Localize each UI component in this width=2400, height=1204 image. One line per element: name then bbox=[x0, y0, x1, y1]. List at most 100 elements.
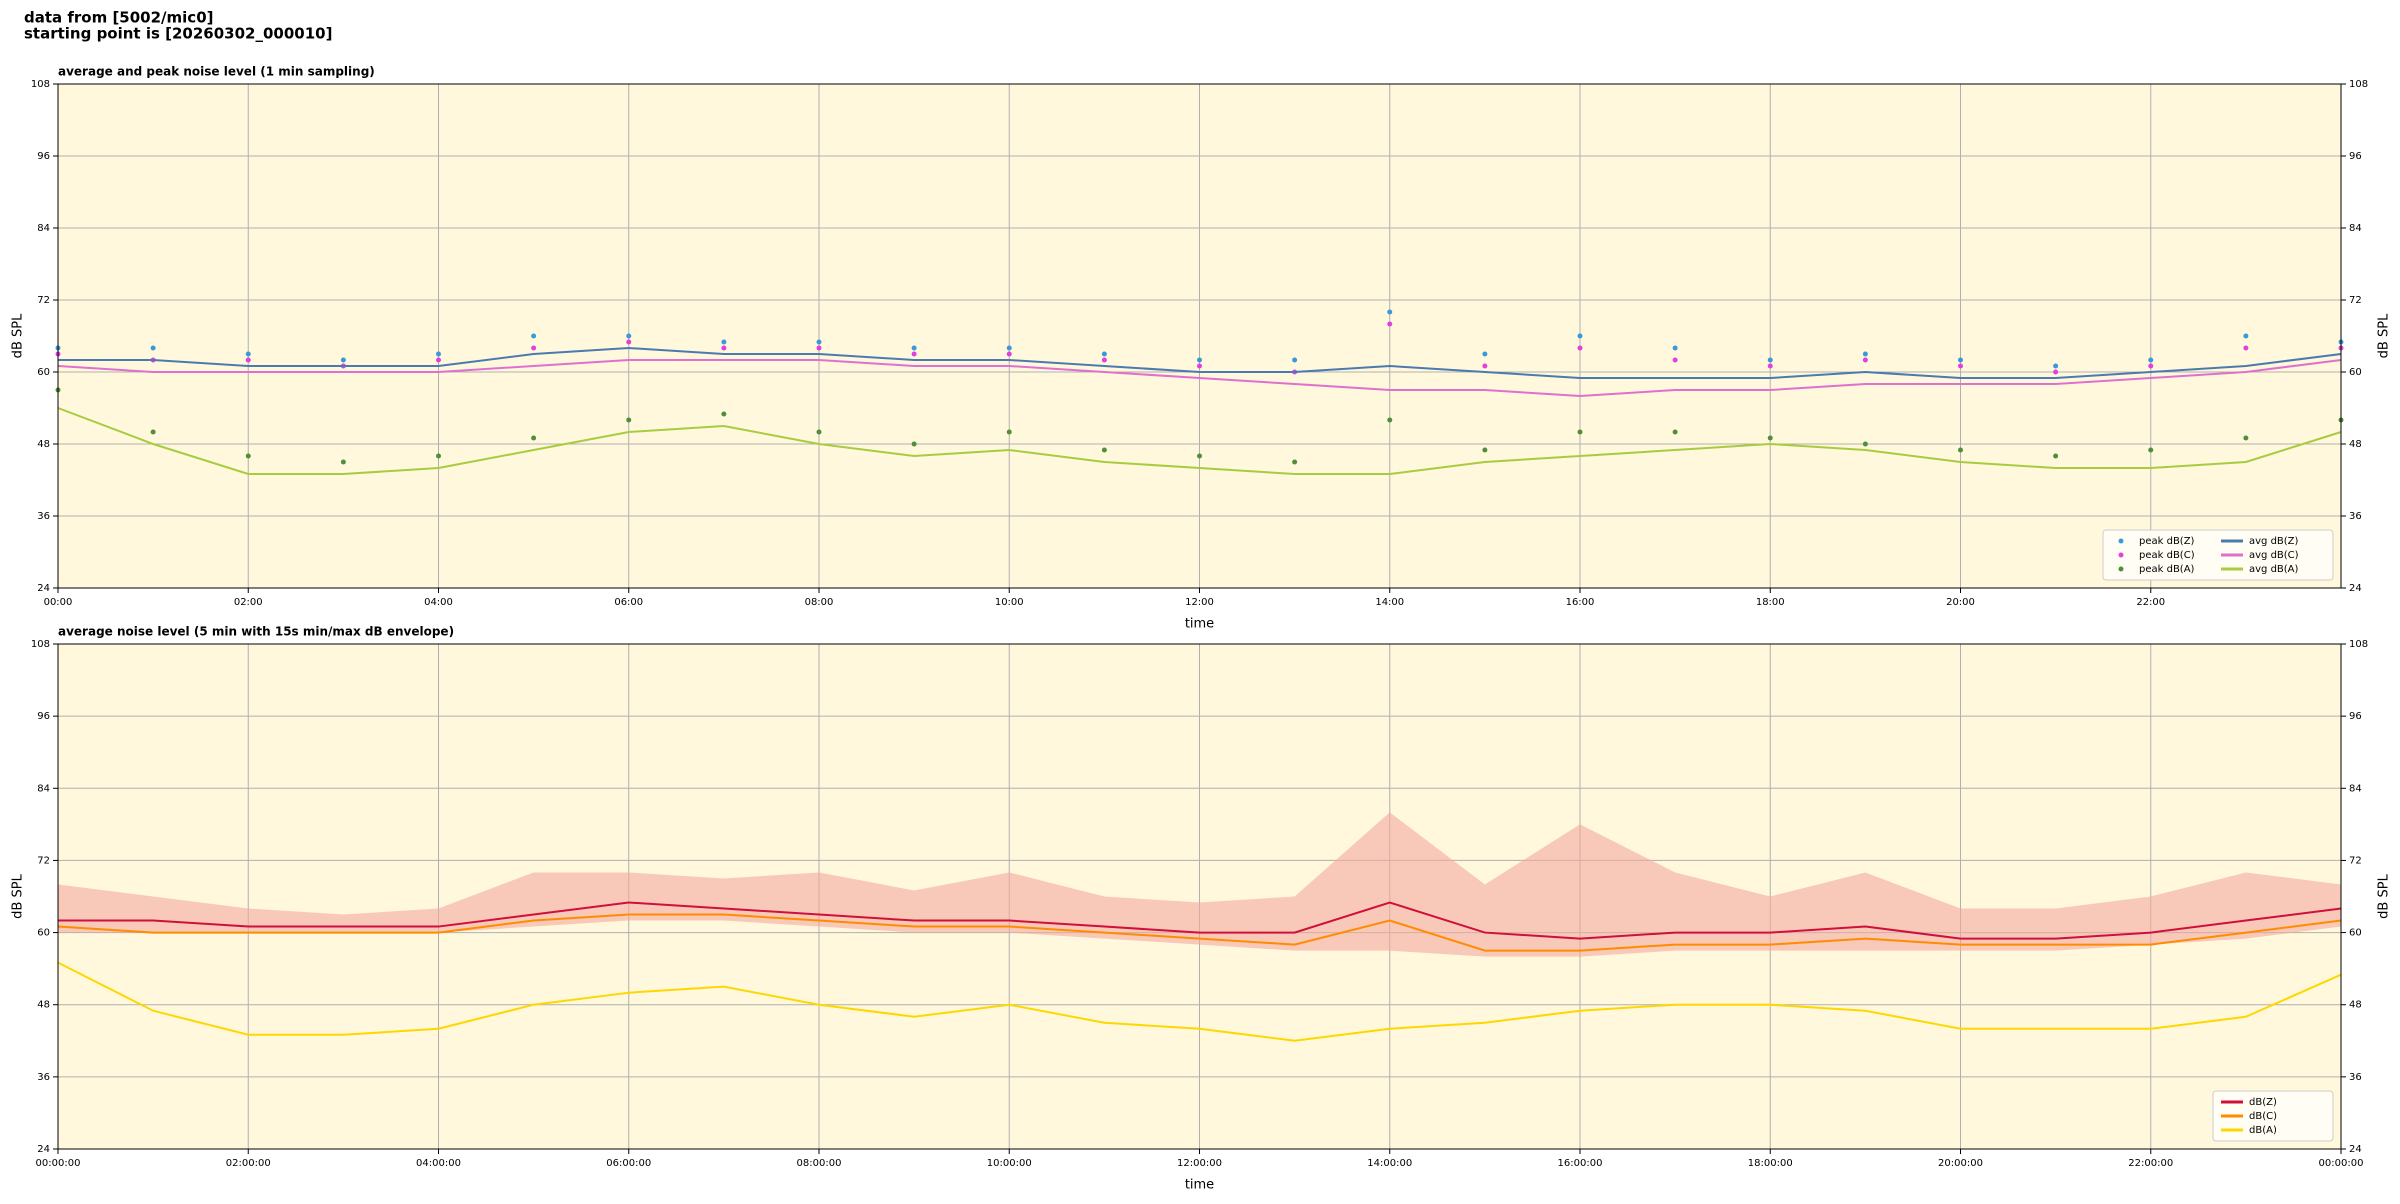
peak-point bbox=[1672, 429, 1678, 435]
peak-point bbox=[1577, 429, 1583, 435]
peak-point bbox=[245, 357, 251, 363]
legend-label: dB(A) bbox=[2249, 1125, 2277, 1136]
x-axis-label: time bbox=[1185, 617, 1214, 632]
x-tick-label: 04:00 bbox=[424, 597, 453, 608]
peak-point bbox=[436, 351, 441, 357]
peak-point bbox=[340, 357, 346, 363]
legend-label: avg dB(Z) bbox=[2249, 536, 2299, 547]
peak-point bbox=[1672, 357, 1678, 363]
x-tick-label: 06:00:00 bbox=[606, 1158, 651, 1169]
peak-point bbox=[1767, 357, 1773, 363]
series-line bbox=[57, 359, 2342, 398]
x-tick-label: 16:00:00 bbox=[1558, 1158, 1603, 1169]
peak-point bbox=[816, 339, 822, 345]
x-tick-label: 08:00 bbox=[805, 597, 834, 608]
peak-point bbox=[1292, 459, 1298, 465]
peak-point bbox=[1101, 447, 1107, 453]
x-tick-label: 20:00:00 bbox=[1938, 1158, 1983, 1169]
peak-point bbox=[2053, 453, 2059, 459]
x-tick-label: 10:00 bbox=[995, 597, 1024, 608]
peak-point bbox=[245, 351, 251, 357]
y-tick-label: 60 bbox=[2349, 367, 2362, 378]
x-tick-label: 00:00 bbox=[44, 597, 73, 608]
x-tick-label: 10:00:00 bbox=[987, 1158, 1032, 1169]
peak-point bbox=[531, 333, 537, 339]
y-tick-label: 96 bbox=[37, 151, 50, 162]
x-tick-label: 02:00:00 bbox=[226, 1158, 271, 1169]
y-tick-label: 96 bbox=[2349, 151, 2362, 162]
y-tick-label: 108 bbox=[31, 79, 50, 90]
peak-point bbox=[626, 417, 632, 423]
peak-point bbox=[1101, 351, 1107, 357]
peak-point bbox=[1958, 363, 1963, 369]
x-tick-label: 12:00:00 bbox=[1177, 1158, 1222, 1169]
peak-point bbox=[1767, 435, 1773, 441]
peak-point bbox=[2148, 447, 2154, 453]
x-tick-label: 12:00 bbox=[1185, 597, 1214, 608]
peak-point bbox=[911, 441, 917, 447]
peak-point bbox=[2148, 363, 2154, 369]
y-tick-label: 60 bbox=[2349, 928, 2362, 939]
y-tick-label: 48 bbox=[2349, 439, 2362, 450]
series-line bbox=[57, 407, 2342, 475]
peak-point bbox=[1387, 321, 1393, 327]
y-tick-label: 48 bbox=[37, 439, 50, 450]
y-tick-label: 84 bbox=[37, 783, 50, 794]
peak-point bbox=[911, 351, 917, 357]
plot-frame bbox=[57, 643, 2342, 1150]
y-tick-label: 60 bbox=[37, 367, 50, 378]
peak-point bbox=[2243, 345, 2249, 351]
legend-marker bbox=[2118, 552, 2124, 558]
y-axis-label: dB SPL bbox=[11, 313, 26, 358]
y-tick-label: 72 bbox=[37, 855, 50, 866]
peak-point bbox=[1292, 357, 1298, 363]
peak-point bbox=[1387, 417, 1393, 423]
peak-point bbox=[2148, 357, 2154, 363]
peak-point bbox=[1958, 357, 1963, 363]
peak-point bbox=[2243, 333, 2249, 339]
peak-point bbox=[816, 345, 822, 351]
peak-point bbox=[1767, 363, 1773, 369]
chart-title: average noise level (5 min with 15s min/… bbox=[58, 625, 454, 639]
plot-frame bbox=[57, 83, 2342, 589]
peak-point bbox=[436, 357, 441, 363]
y-tick-label: 48 bbox=[37, 1000, 50, 1011]
y-tick-label: 72 bbox=[2349, 855, 2362, 866]
legend-label: dB(Z) bbox=[2249, 1097, 2277, 1108]
series-line bbox=[57, 961, 2342, 1042]
legend-label: avg dB(C) bbox=[2249, 550, 2299, 561]
y-tick-label: 84 bbox=[2349, 783, 2362, 794]
legend-marker bbox=[2118, 538, 2124, 544]
peak-point bbox=[150, 345, 156, 351]
peak-point bbox=[150, 429, 156, 435]
peak-point bbox=[1197, 363, 1202, 369]
peak-point bbox=[1577, 345, 1583, 351]
peak-point bbox=[911, 345, 917, 351]
peak-point bbox=[1482, 351, 1488, 357]
x-tick-label: 16:00 bbox=[1566, 597, 1595, 608]
peak-point bbox=[436, 453, 441, 459]
y-tick-label: 108 bbox=[31, 639, 50, 650]
peak-point bbox=[1862, 441, 1868, 447]
x-tick-label: 00:00:00 bbox=[2319, 1158, 2364, 1169]
peak-point bbox=[721, 411, 727, 417]
peak-point bbox=[1958, 447, 1963, 453]
peak-point bbox=[2243, 435, 2249, 441]
x-tick-label: 14:00 bbox=[1375, 597, 1404, 608]
series-line bbox=[58, 901, 2342, 940]
x-tick-label: 08:00:00 bbox=[797, 1158, 842, 1169]
y-tick-label: 36 bbox=[2349, 511, 2362, 522]
peak-point bbox=[1006, 345, 1012, 351]
x-tick-label: 22:00:00 bbox=[2128, 1158, 2173, 1169]
peak-point bbox=[1482, 447, 1488, 453]
y-tick-label: 36 bbox=[37, 1072, 50, 1083]
x-axis-label: time bbox=[1185, 1178, 1214, 1193]
peak-point bbox=[1387, 309, 1393, 315]
peak-point bbox=[1482, 363, 1488, 369]
y-tick-label: 96 bbox=[37, 711, 50, 722]
peak-point bbox=[721, 339, 727, 345]
x-tick-label: 14:00:00 bbox=[1367, 1158, 1412, 1169]
header-line: starting point is [20260302_000010] bbox=[24, 25, 332, 43]
peak-point bbox=[1197, 357, 1202, 363]
